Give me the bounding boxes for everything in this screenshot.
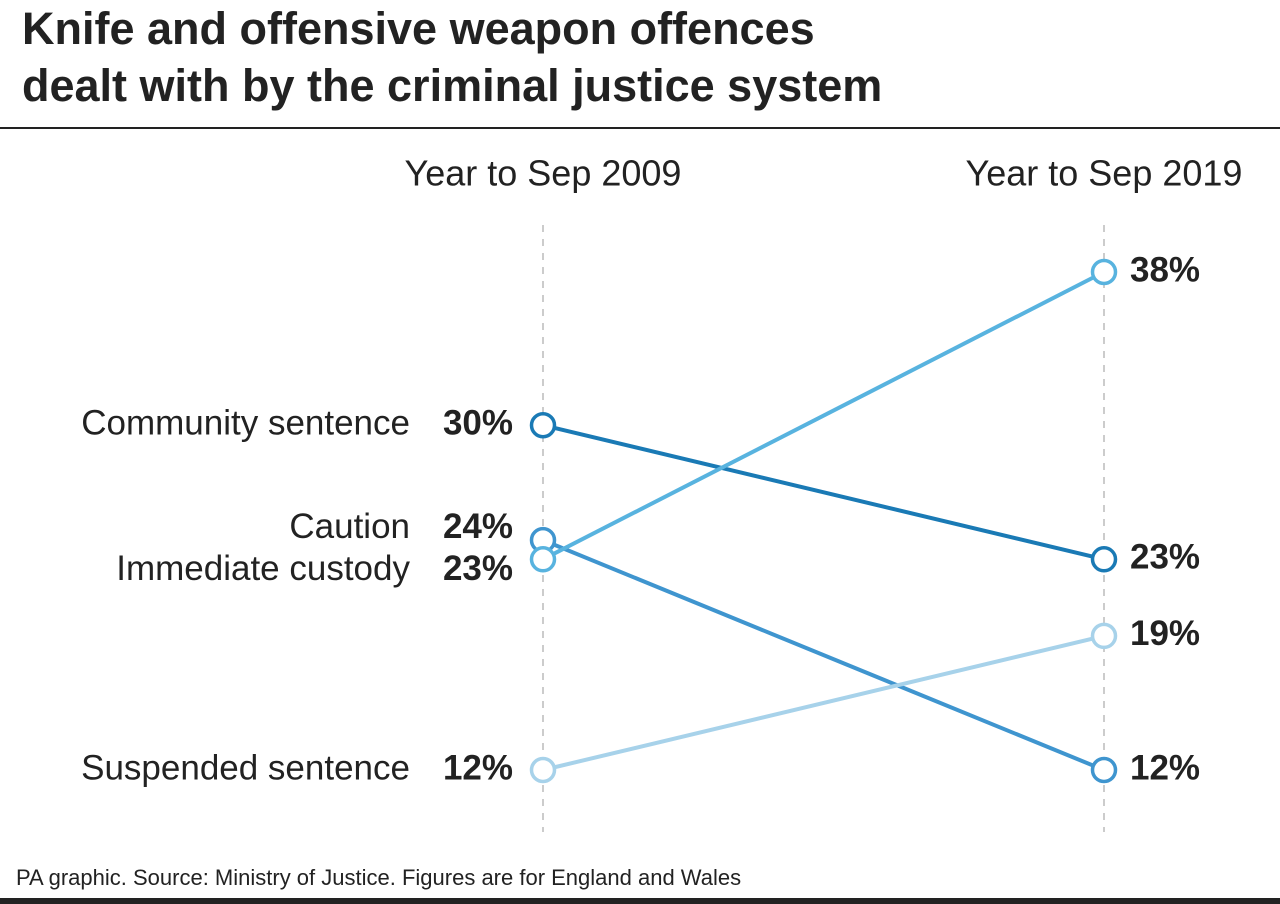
- series-label: Caution: [289, 507, 410, 546]
- column-header: Year to Sep 2009: [405, 153, 682, 194]
- point-marker: [1090, 622, 1118, 650]
- point-marker: [1090, 258, 1118, 286]
- column-header: Year to Sep 2019: [966, 153, 1243, 194]
- value-label: 38%: [1130, 250, 1200, 289]
- point-marker: [529, 546, 557, 573]
- series-label: Suspended sentence: [81, 748, 410, 787]
- chart-title: Knife and offensive weapon offences: [22, 3, 815, 54]
- series-label: Community sentence: [81, 403, 410, 442]
- point-marker: [1090, 756, 1118, 784]
- value-label: 23%: [443, 549, 513, 588]
- value-label: 12%: [443, 748, 513, 787]
- slope-line: [542, 538, 1105, 772]
- point-marker: [1090, 546, 1118, 573]
- value-label: 30%: [443, 403, 513, 442]
- point-marker: [529, 411, 557, 439]
- slope-line: [542, 633, 1105, 772]
- value-label: 24%: [443, 507, 513, 546]
- value-label: 23%: [1130, 538, 1200, 577]
- source-note: PA graphic. Source: Ministry of Justice.…: [16, 865, 741, 890]
- chart-title: dealt with by the criminal justice syste…: [22, 60, 882, 111]
- value-label: 19%: [1130, 614, 1200, 653]
- series-label: Immediate custody: [116, 549, 410, 588]
- slope-line: [542, 423, 1105, 562]
- point-marker: [529, 756, 557, 784]
- value-label: 12%: [1130, 748, 1200, 787]
- slope-line: [542, 270, 1105, 562]
- bottom-bar: [0, 898, 1280, 904]
